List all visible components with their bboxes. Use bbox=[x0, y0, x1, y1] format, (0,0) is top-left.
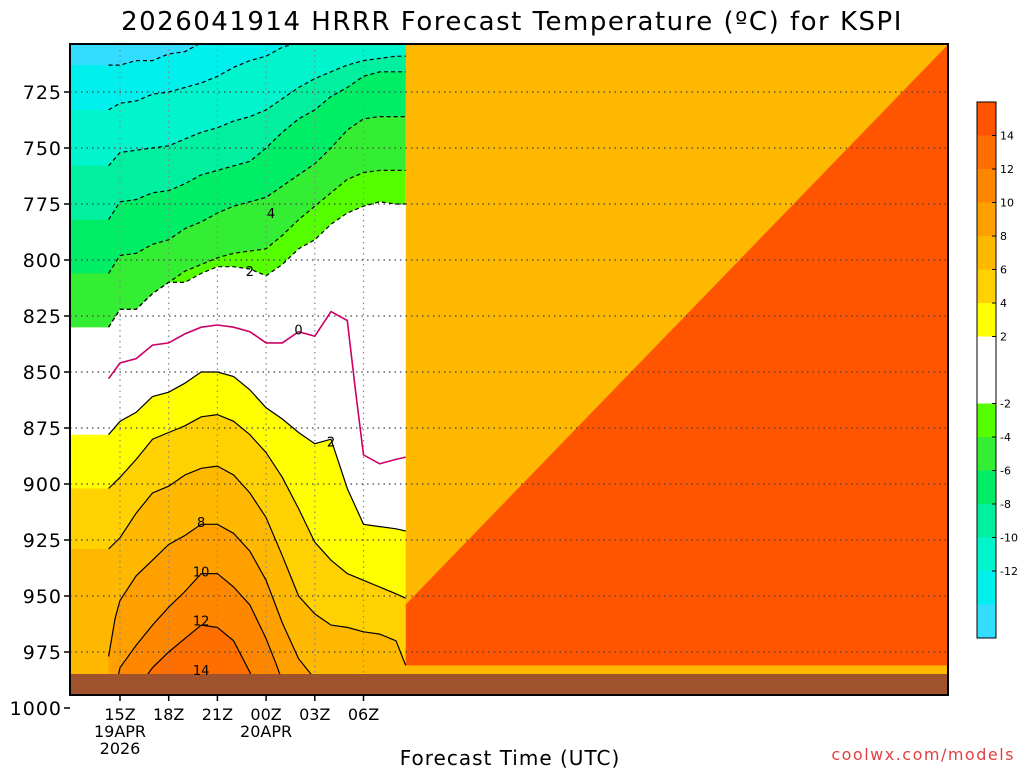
contour-label-8: 8 bbox=[197, 516, 205, 531]
contour-line-0 bbox=[107, 310, 406, 465]
watermark-text: coolwx.com/models bbox=[831, 745, 1015, 764]
y-tick-label-1000: 1000 bbox=[10, 698, 62, 720]
contour-line--14 bbox=[108, 44, 201, 66]
ground-surface bbox=[70, 674, 948, 695]
colorbar-tick-label--2: -2 bbox=[1000, 398, 1011, 411]
contour-line-2 bbox=[108, 371, 406, 532]
colorbar-band--14 bbox=[977, 571, 996, 605]
colorbar-band-6 bbox=[977, 236, 996, 270]
contour-label-10: 10 bbox=[193, 565, 210, 580]
contour-line--8 bbox=[108, 71, 406, 221]
y-tick-label-800: 800 bbox=[23, 250, 62, 272]
plot-frame bbox=[69, 43, 949, 696]
contour-label--2: 2 bbox=[246, 265, 254, 280]
colorbar-band--2 bbox=[977, 336, 996, 404]
y-tick-label-725: 725 bbox=[23, 82, 62, 104]
colorbar-tick-label--6: -6 bbox=[1000, 465, 1011, 478]
colorbar-tick-label-12: 12 bbox=[1000, 163, 1014, 176]
y-tick-label-900: 900 bbox=[23, 474, 62, 496]
colorbar-tick-label--4: -4 bbox=[1000, 431, 1011, 444]
colorbar-band-12 bbox=[977, 135, 996, 169]
y-tick-label-775: 775 bbox=[23, 194, 62, 216]
colorbar: 14 12 10 8 6 4 2 -2 -4 -6 -8 -10 -12 bbox=[976, 101, 1018, 639]
x-date-label-00Z: 20APR bbox=[240, 722, 292, 741]
x-tick-label-21Z: 21Z bbox=[202, 705, 233, 724]
colorbar-tick-label-14: 14 bbox=[1000, 130, 1014, 143]
colorbar-band-10 bbox=[977, 169, 996, 203]
colorbar-band--12 bbox=[977, 537, 996, 571]
x-date-label-15Z: 19APR bbox=[94, 722, 146, 741]
colorbar-tick-label-8: 8 bbox=[1000, 230, 1007, 243]
fill-band--14 bbox=[70, 44, 199, 66]
plot-area: 4 2 0 2 8 10 12 14 bbox=[70, 44, 948, 695]
colorbar-tick-label--10: -10 bbox=[1000, 532, 1018, 545]
ground-surface-fill bbox=[70, 674, 948, 695]
x-tick-label-00Z: 00Z bbox=[250, 705, 281, 724]
colorbar-tick-label--8: -8 bbox=[1000, 498, 1011, 511]
colorbar-band--16 bbox=[977, 604, 996, 638]
y-tick-label-925: 925 bbox=[23, 530, 62, 552]
colorbar-tick-label-2: 2 bbox=[1000, 331, 1007, 344]
y-tick-label-750: 750 bbox=[23, 138, 62, 160]
colorbar-band-4 bbox=[977, 269, 996, 303]
contour-line--6 bbox=[108, 116, 406, 274]
temperature-fills bbox=[70, 44, 948, 695]
contour-label--4: 4 bbox=[267, 207, 275, 222]
colorbar-frame bbox=[976, 101, 997, 639]
colorbar-band--6 bbox=[977, 437, 996, 471]
colorbar-tick-label--12: -12 bbox=[1000, 565, 1018, 578]
contour-line--10 bbox=[108, 55, 406, 167]
x-year-label-15Z: 2026 bbox=[100, 739, 141, 758]
contour-line-6 bbox=[108, 465, 407, 666]
colorbar-tick-label-6: 6 bbox=[1000, 264, 1007, 277]
y-tick-label-825: 825 bbox=[23, 306, 62, 328]
x-axis-label: Forecast Time (UTC) bbox=[400, 746, 621, 768]
colorbar-tick-label-10: 10 bbox=[1000, 197, 1014, 210]
y-axis: 725 750 775 800 825 850 875 900 925 950 975 1000 bbox=[10, 82, 70, 720]
chart-title: 2026041914 HRRR Forecast Temperature (ºC… bbox=[121, 7, 903, 37]
contour-label-0: 0 bbox=[294, 323, 302, 338]
contour-label-12: 12 bbox=[193, 615, 210, 630]
x-tick-label-15Z: 15Z bbox=[104, 705, 135, 724]
contour-labels: 4 2 0 2 8 10 12 14 bbox=[193, 207, 335, 679]
colorbar-band-8 bbox=[977, 202, 996, 236]
colorbar-band--8 bbox=[977, 470, 996, 504]
contour-line--2 bbox=[108, 201, 406, 328]
y-tick-label-975: 975 bbox=[23, 642, 62, 664]
colorbar-band-14 bbox=[977, 102, 996, 136]
x-tick-label-18Z: 18Z bbox=[153, 705, 184, 724]
colorbar-band--4 bbox=[977, 403, 996, 437]
grid-lines bbox=[70, 44, 948, 695]
y-tick-label-875: 875 bbox=[23, 418, 62, 440]
contour-label-14: 14 bbox=[193, 664, 210, 679]
colorbar-tick-label-4: 4 bbox=[1000, 297, 1007, 310]
contour-label-2: 2 bbox=[327, 435, 335, 450]
colorbar-band-2 bbox=[977, 303, 996, 337]
contour-line-4 bbox=[108, 413, 406, 599]
x-tick-label-06Z: 06Z bbox=[348, 705, 379, 724]
y-tick-label-850: 850 bbox=[23, 362, 62, 384]
y-tick-label-950: 950 bbox=[23, 586, 62, 608]
x-tick-label-03Z: 03Z bbox=[299, 705, 330, 724]
colorbar-band--10 bbox=[977, 504, 996, 538]
